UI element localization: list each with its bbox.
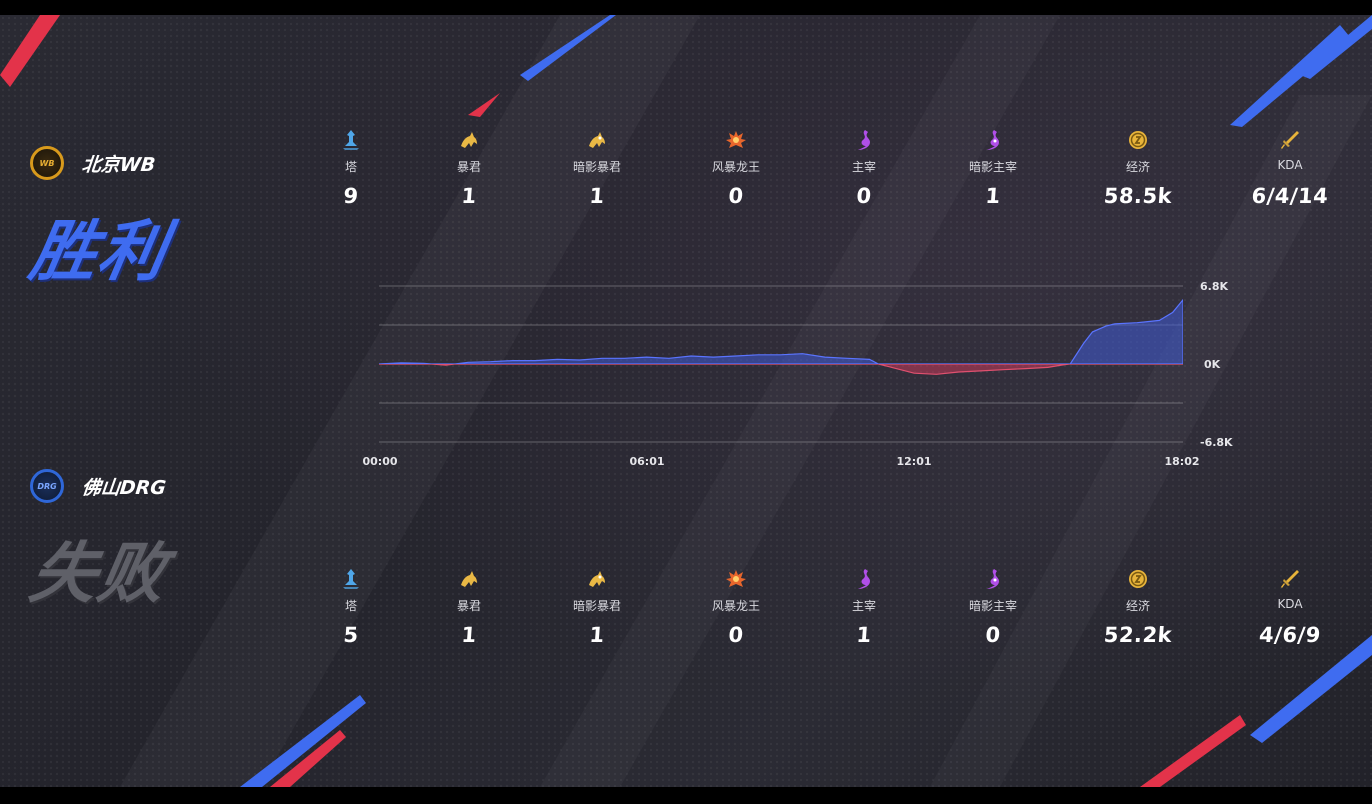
match-result-screen: WB 北京WB 胜利 DRG 佛山DRG 失败 塔 9 暴君 1 暗影暴君 1 风暴龙王 0 主…	[0, 15, 1372, 787]
winner-stats-row: 塔 9 暴君 1 暗影暴君 1 风暴龙王 0 主宰 0 暗影主宰 1 经济 58.5k KDA 6/4/14	[286, 128, 1356, 218]
tyrant-icon	[461, 132, 477, 148]
stat-label: 主宰	[851, 599, 876, 613]
storm-dragon-icon	[726, 131, 746, 148]
stat-label: 风暴龙王	[711, 599, 760, 613]
stat-overlord: 主宰 0	[799, 128, 929, 208]
overlord-icon	[858, 130, 870, 150]
stat-label: 塔	[344, 599, 357, 613]
storm-dragon-icon	[726, 570, 746, 587]
stat-storm-dragon: 风暴龙王 0	[671, 567, 801, 647]
background-decoration	[0, 15, 1372, 787]
stat-storm-dragon: 风暴龙王 0	[671, 128, 801, 208]
stat-label: KDA	[1277, 158, 1303, 172]
gold-coin-icon	[1129, 570, 1147, 588]
gold-lead-area-winner	[379, 298, 1183, 364]
tower-icon	[343, 130, 359, 150]
stat-label: 暗影主宰	[968, 599, 1017, 613]
drg-logo-icon: DRG	[30, 469, 64, 503]
stat-label: 暗影主宰	[968, 160, 1017, 174]
wb-logo-icon: WB	[30, 146, 64, 180]
stat-shadow-tyrant: 暗影暴君 1	[532, 567, 662, 647]
sword-icon	[1281, 570, 1299, 588]
overlord-icon	[858, 569, 870, 589]
stat-shadow-overlord: 暗影主宰 1	[928, 128, 1058, 208]
shadow-overlord-icon	[987, 130, 999, 150]
stat-label: 经济	[1125, 599, 1150, 613]
stat-label: 主宰	[851, 160, 876, 174]
stat-label: 经济	[1125, 160, 1150, 174]
winner-team-header: WB 北京WB	[30, 146, 156, 180]
x-tick-label: 00:00	[362, 455, 397, 468]
gold-difference-chart: 6.8K 0K -6.8K 00:00 06:01 12:01 18:02	[362, 280, 1233, 468]
tower-icon	[343, 569, 359, 589]
x-tick-label: 18:02	[1164, 455, 1199, 468]
loser-stats-row: 塔 5 暴君 1 暗影暴君 1 风暴龙王 0 主宰 1 暗影主宰 0 经济 52.2k KDA 4/6/9	[286, 567, 1356, 657]
stat-shadow-overlord: 暗影主宰 0	[928, 567, 1058, 647]
y-tick-label: -6.8K	[1200, 436, 1233, 449]
stat-overlord: 主宰 1	[799, 567, 929, 647]
x-tick-label: 06:01	[629, 455, 664, 468]
x-tick-label: 12:01	[896, 455, 931, 468]
stat-kda: KDA 4/6/9	[1225, 567, 1355, 647]
stat-label: 暗影暴君	[572, 599, 621, 613]
shadow-tyrant-icon	[589, 132, 605, 148]
stat-shadow-tyrant: 暗影暴君 1	[532, 128, 662, 208]
stat-label: KDA	[1277, 597, 1303, 611]
y-tick-label: 6.8K	[1200, 280, 1228, 293]
shadow-overlord-icon	[987, 569, 999, 589]
stat-tyrant: 暴君 1	[404, 128, 534, 208]
gold-lead-area-loser	[379, 364, 1183, 375]
stat-label: 暴君	[456, 599, 481, 613]
stat-economy: 经济 52.2k	[1073, 567, 1203, 647]
gold-coin-icon	[1129, 131, 1147, 149]
y-tick-label: 0K	[1204, 358, 1221, 371]
stat-kda: KDA 6/4/14	[1225, 128, 1355, 208]
shadow-tyrant-icon	[589, 571, 605, 587]
stat-economy: 经济 58.5k	[1073, 128, 1203, 208]
stat-label: 暴君	[456, 160, 481, 174]
tyrant-icon	[461, 571, 477, 587]
sword-icon	[1281, 131, 1299, 149]
stat-label: 暗影暴君	[572, 160, 621, 174]
loser-team-header: DRG 佛山DRG	[30, 469, 167, 503]
stat-tyrant: 暴君 1	[404, 567, 534, 647]
stat-label: 塔	[344, 160, 357, 174]
stat-label: 风暴龙王	[711, 160, 760, 174]
